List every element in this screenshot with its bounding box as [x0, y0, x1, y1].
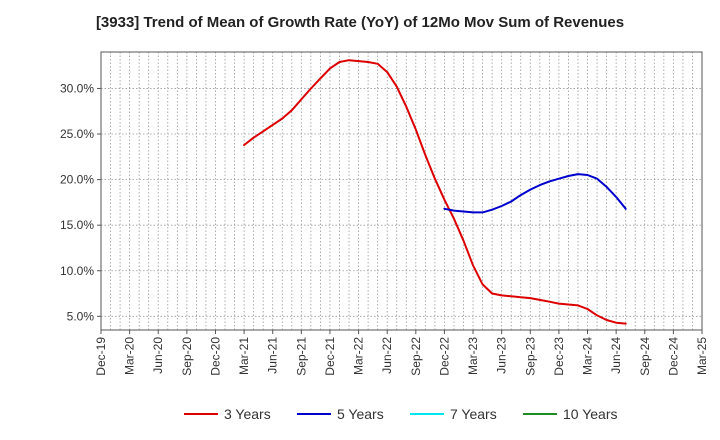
x-tick-label: Dec-21: [323, 337, 337, 376]
x-tick-label: Jun-24: [609, 337, 623, 374]
legend-label-10-years: 10 Years: [563, 406, 618, 422]
x-tick-label: Mar-23: [466, 337, 480, 375]
x-tick-label: Dec-23: [552, 337, 566, 376]
plot-frame: [100, 51, 703, 331]
chart-title: [3933] Trend of Mean of Growth Rate (YoY…: [95, 14, 625, 31]
legend-label-7-years: 7 Years: [450, 406, 497, 422]
x-tick-label: Dec-19: [94, 337, 108, 376]
x-tick-label: Dec-22: [437, 337, 451, 376]
y-axis: 5.0% 10.0% 15.0% 20.0% 25.0% 30.0%: [60, 81, 101, 323]
x-tick-label: Dec-24: [666, 337, 680, 376]
y-tick-label: 25.0%: [60, 127, 94, 141]
x-tick-label: Sep-23: [523, 337, 537, 376]
legend-label-3-years: 3 Years: [224, 406, 271, 422]
x-tick-label: Sep-20: [180, 337, 194, 376]
y-tick-label: 5.0%: [67, 309, 95, 323]
grid-lines: [101, 52, 702, 330]
y-tick-label: 20.0%: [60, 173, 94, 187]
x-tick-label: Jun-20: [151, 337, 165, 374]
series-line-3-years: [243, 59, 627, 325]
series-layer: [243, 59, 627, 325]
x-tick-label: Mar-21: [237, 337, 251, 375]
x-tick-label: Jun-23: [495, 337, 509, 374]
y-tick-label: 15.0%: [60, 218, 94, 232]
y-tick-label: 10.0%: [60, 264, 94, 278]
x-tick-label: Sep-24: [638, 337, 652, 376]
x-tick-label: Jun-21: [266, 337, 280, 374]
x-tick-label: Dec-20: [208, 337, 222, 376]
x-tick-label: Mar-20: [123, 337, 137, 375]
x-tick-label: Sep-22: [409, 337, 423, 376]
series-line-5-years: [443, 173, 627, 214]
x-tick-label: Mar-22: [352, 337, 366, 375]
y-tick-label: 30.0%: [60, 81, 94, 95]
x-tick-label: Mar-24: [581, 337, 595, 375]
legend: 3 Years 5 Years 7 Years 10 Years: [184, 406, 618, 422]
x-axis: Dec-19 Mar-20 Jun-20 Sep-20 Dec-20 Mar-21 Jun-…: [94, 330, 709, 376]
x-tick-label: Sep-21: [294, 337, 308, 376]
x-tick-label: Mar-25: [695, 337, 709, 375]
x-tick-label: Jun-22: [380, 337, 394, 374]
legend-label-5-years: 5 Years: [337, 406, 384, 422]
